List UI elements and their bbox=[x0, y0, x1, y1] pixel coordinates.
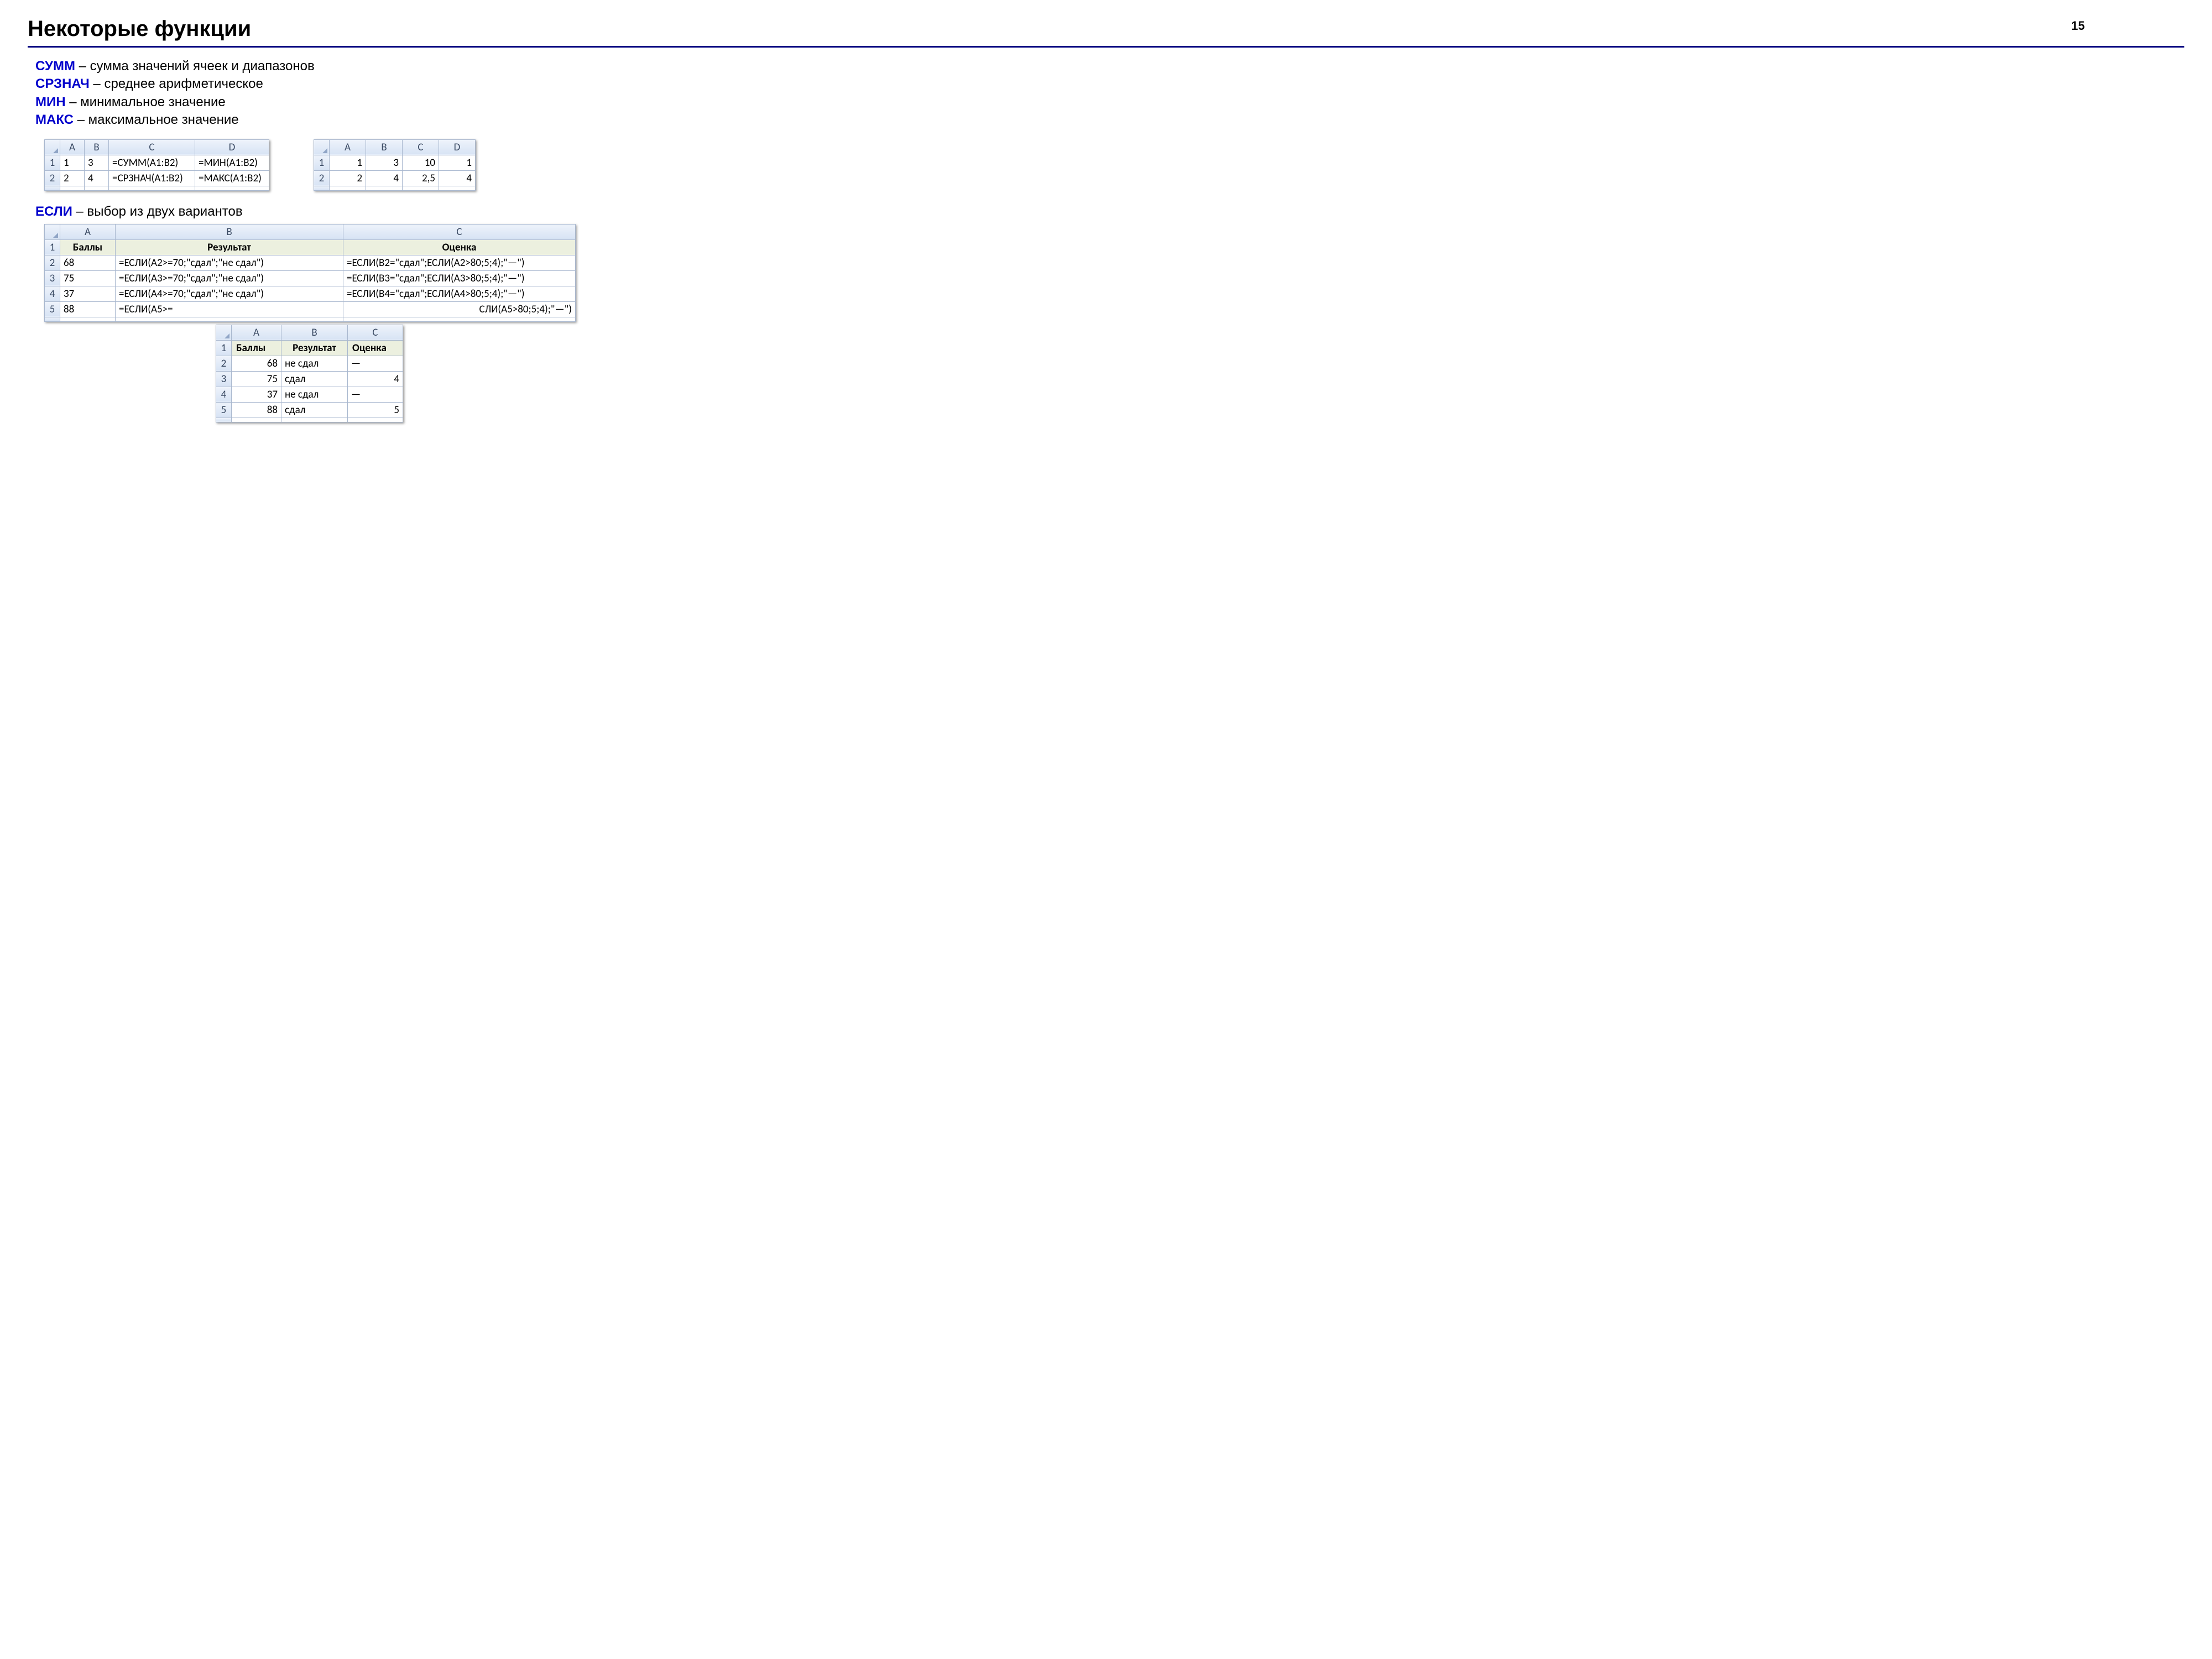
kw-max: МАКС bbox=[35, 112, 74, 127]
excel-table-values: A B C D 1 1 3 10 1 2 2 4 2,5 4 bbox=[314, 139, 476, 191]
excel-table-formulas: A B C D 1 1 3 =СУММ(A1:B2) =МИН(A1:B2) 2… bbox=[44, 139, 269, 191]
function-definitions: СУММ – сумма значений ячеек и диапазонов… bbox=[35, 58, 2184, 129]
page-title: Некоторые функции bbox=[28, 17, 251, 41]
title-rule bbox=[28, 46, 2184, 48]
kw-if: ЕСЛИ bbox=[35, 204, 72, 219]
excel-table-if-results: A B C 1 Баллы Результат Оценка 2 68 не с… bbox=[216, 325, 403, 422]
kw-avg: СРЗНАЧ bbox=[35, 76, 90, 91]
if-definition: ЕСЛИ – выбор из двух вариантов bbox=[35, 204, 2184, 220]
kw-sum: СУММ bbox=[35, 59, 75, 74]
page-number: 15 bbox=[2072, 19, 2184, 33]
kw-min: МИН bbox=[35, 95, 66, 109]
excel-table-if-formulas: A B C 1 Баллы Результат Оценка 2 68 =ЕСЛ… bbox=[44, 224, 576, 322]
